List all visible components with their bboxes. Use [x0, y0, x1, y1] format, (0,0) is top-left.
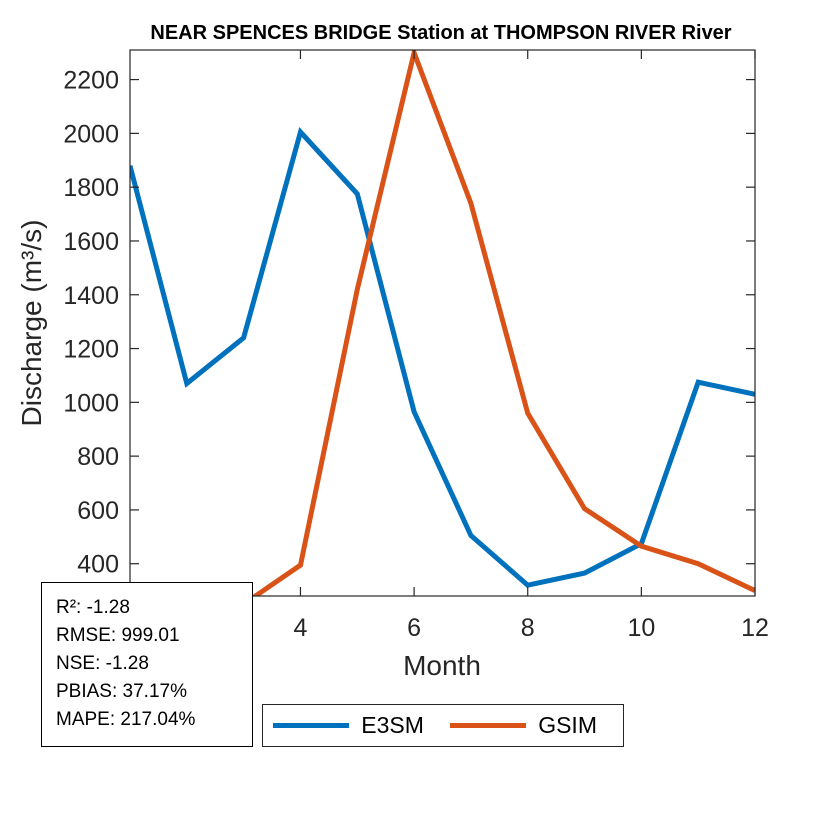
ticks-layer: 400 600 800 1000 1200 1400 1600 1800 2000 2200 4 6 8…: [63, 50, 769, 642]
legend-label-gsim: GSIM: [538, 712, 597, 738]
legend: E3SM GSIM: [262, 704, 624, 747]
y-tick-label: 2200: [63, 67, 119, 95]
stat-rmse: RMSE: 999.01: [56, 625, 180, 646]
legend-swatch-gsim: [449, 723, 527, 728]
stat-r2: R²: -1.28: [56, 597, 130, 618]
legend-label-e3sm: E3SM: [361, 712, 424, 738]
plot-frame: [129, 49, 756, 597]
y-tick-label: 1400: [63, 282, 119, 310]
y-tick-label: 1200: [63, 336, 119, 364]
x-tick-label: 8: [521, 614, 535, 642]
series-layer: [130, 50, 755, 596]
series-line-gsim: [250, 50, 755, 596]
x-axis-label: Month: [403, 650, 481, 681]
x-tick-label: 10: [627, 614, 655, 642]
y-tick-label: 1800: [63, 174, 119, 202]
x-tick-label: 4: [294, 614, 308, 642]
stats-box: R²: -1.28 RMSE: 999.01 NSE: -1.28 PBIAS:…: [41, 582, 253, 747]
x-tick-label: 12: [741, 614, 769, 642]
y-tick-label: 600: [77, 497, 119, 525]
stat-pbias: PBIAS: 37.17%: [56, 681, 187, 702]
x-tick-label: 6: [407, 614, 421, 642]
y-axis-label: Discharge (m³/s): [16, 220, 47, 427]
y-tick-label: 1600: [63, 228, 119, 256]
y-tick-label: 1000: [63, 389, 119, 417]
y-tick-label: 400: [77, 551, 119, 579]
series-line-e3sm: [130, 126, 755, 588]
stat-nse: NSE: -1.28: [56, 653, 149, 674]
legend-swatch-e3sm: [273, 723, 350, 728]
y-tick-label: 800: [77, 443, 119, 471]
y-tick-label: 2000: [63, 120, 119, 148]
stat-mape: MAPE: 217.04%: [56, 709, 196, 730]
chart-title: NEAR SPENCES BRIDGE Station at THOMPSON …: [150, 22, 731, 44]
